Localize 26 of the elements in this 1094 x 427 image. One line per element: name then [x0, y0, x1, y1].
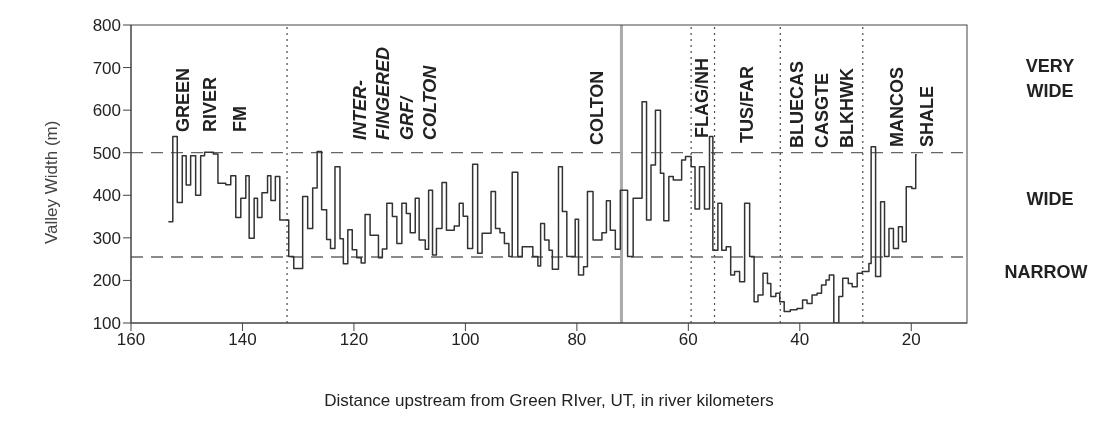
y-tick-label: 700 — [92, 58, 121, 78]
x-tick-label: 60 — [678, 330, 698, 350]
x-axis-title: Distance upstream from Green RIver, UT, in river kilometers — [324, 391, 774, 410]
annotation: INTER- FINGERED GRF/ COLTON — [350, 46, 440, 140]
x-tick-label: 100 — [451, 330, 480, 350]
annotation: GREEN RIVER FM — [173, 67, 250, 132]
y-axis-title: Valley Width (m) — [42, 120, 62, 244]
annotation: FLAG/NH — [692, 58, 712, 138]
annotation: BLUECAS CASGTE BLKHWK — [787, 60, 857, 148]
y-tick-label: 300 — [92, 228, 121, 248]
x-tick-label: 120 — [339, 330, 369, 350]
annotation: MANCOS SHALE — [887, 67, 937, 147]
x-tick-label: 40 — [790, 330, 810, 350]
y-tick-label: 200 — [92, 271, 121, 291]
text: VERY WIDE — [1025, 56, 1075, 101]
text: NARROW — [1004, 262, 1088, 282]
x-tick-label: 140 — [228, 330, 257, 350]
x-tick-label: 20 — [901, 330, 921, 350]
annotation: COLTON — [587, 70, 607, 145]
text: WIDE — [1026, 189, 1074, 209]
annotation: TUS/FAR — [737, 65, 757, 143]
y-tick-label: 400 — [92, 186, 121, 206]
y-tick-label: 600 — [92, 101, 121, 121]
y-tick-label: 500 — [92, 143, 121, 163]
y-tick-label: 800 — [92, 16, 121, 36]
x-tick-label: 80 — [567, 330, 587, 350]
